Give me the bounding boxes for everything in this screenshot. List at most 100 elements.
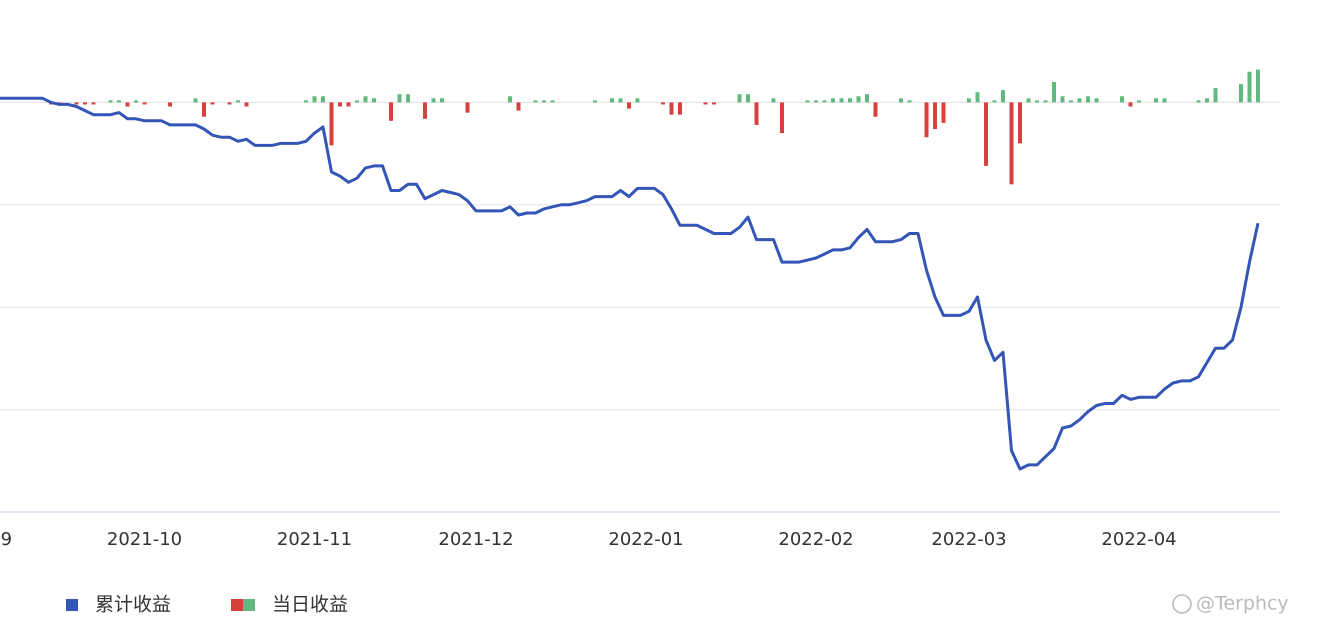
x-tick-label: 2022-02: [778, 529, 853, 550]
bar: [168, 102, 172, 107]
bar: [1205, 98, 1209, 103]
bar: [1077, 98, 1082, 103]
x-tick-label: 2022-04: [1101, 529, 1176, 550]
bar: [1137, 100, 1141, 103]
bar: [984, 102, 988, 166]
bar: [423, 102, 427, 119]
bar: [805, 100, 810, 103]
bar: [1128, 102, 1133, 107]
bar: [635, 98, 640, 103]
bar: [1052, 81, 1056, 103]
bar: [678, 102, 682, 115]
bar: [304, 100, 308, 103]
bar: [941, 102, 946, 123]
bar: [1009, 102, 1014, 185]
bar: [142, 102, 147, 105]
bar: [1120, 96, 1124, 103]
bar: [1086, 96, 1090, 103]
bar: [312, 96, 317, 103]
bar: [1026, 98, 1031, 103]
bar: [865, 94, 869, 103]
bar: [627, 102, 631, 109]
bar: [1035, 100, 1039, 103]
bar: [848, 98, 852, 103]
bar: [1069, 100, 1073, 103]
bar: [465, 102, 470, 113]
bar: [533, 100, 538, 103]
x-tick-label: 2022-01: [608, 529, 683, 550]
bar: [321, 96, 325, 103]
legend-swatch: [231, 599, 243, 611]
legend-label: 累计收益: [95, 594, 171, 616]
bar: [754, 102, 759, 125]
bar: [1001, 90, 1005, 103]
bar: [202, 102, 206, 117]
watermark: @Terphcy: [1172, 593, 1289, 615]
bar: [737, 94, 742, 103]
bar: [244, 102, 249, 107]
bar: [1247, 71, 1252, 103]
bar: [771, 98, 776, 103]
bar: [1154, 98, 1158, 103]
bar: [338, 102, 342, 107]
bar: [1256, 69, 1260, 103]
watermark-text: @Terphcy: [1196, 593, 1289, 615]
bar: [703, 102, 708, 105]
bar: [669, 102, 674, 115]
bar: [227, 102, 232, 105]
bar: [91, 102, 96, 105]
bar: [873, 102, 878, 117]
bar: [899, 98, 903, 103]
legend-label: 当日收益: [272, 594, 348, 616]
bar: [975, 92, 980, 103]
bar: [542, 100, 546, 103]
bar: [593, 100, 597, 103]
bar: [839, 98, 844, 103]
bar: [83, 102, 87, 105]
x-tick-label: 2021-10: [107, 529, 182, 550]
bar: [550, 100, 555, 103]
x-tick-label: 2021-12: [438, 529, 513, 550]
bar: [372, 98, 376, 103]
x-tick-label: 2021-11: [277, 529, 352, 550]
line: [0, 96, 1260, 471]
bar: [346, 102, 351, 107]
bar: [108, 100, 113, 103]
x-tick-label: 2021-09: [0, 529, 12, 550]
bar: [193, 98, 198, 103]
bar: [822, 100, 827, 103]
bar: [406, 94, 410, 103]
bar: [1162, 98, 1167, 103]
legend: 累计收益 当日收益: [66, 594, 348, 616]
bar: [355, 100, 359, 103]
bar: [125, 102, 130, 107]
legend-swatch: [243, 599, 255, 611]
bar: [329, 102, 334, 146]
bar: [1239, 83, 1243, 103]
bar: [508, 96, 512, 103]
bar: [618, 98, 623, 103]
bar: [992, 100, 997, 103]
bar: [1060, 96, 1065, 103]
bar: [1196, 100, 1201, 103]
bar: [610, 98, 614, 103]
bar: [1043, 100, 1048, 103]
bar: [397, 94, 402, 103]
bar: [924, 102, 929, 138]
bar: [431, 98, 436, 103]
bar: [210, 102, 215, 105]
bar: [117, 100, 121, 103]
bar: [907, 100, 912, 103]
legend-swatch: [66, 599, 78, 611]
bar: [712, 102, 716, 105]
x-tick-label: 2022-03: [931, 529, 1006, 550]
bar: [1018, 102, 1022, 144]
bar: [933, 102, 937, 130]
bar: [831, 98, 835, 103]
bar: [780, 102, 784, 134]
bar: [134, 100, 138, 103]
bar: [746, 94, 750, 103]
bar: [516, 102, 521, 111]
bar: [967, 98, 971, 103]
